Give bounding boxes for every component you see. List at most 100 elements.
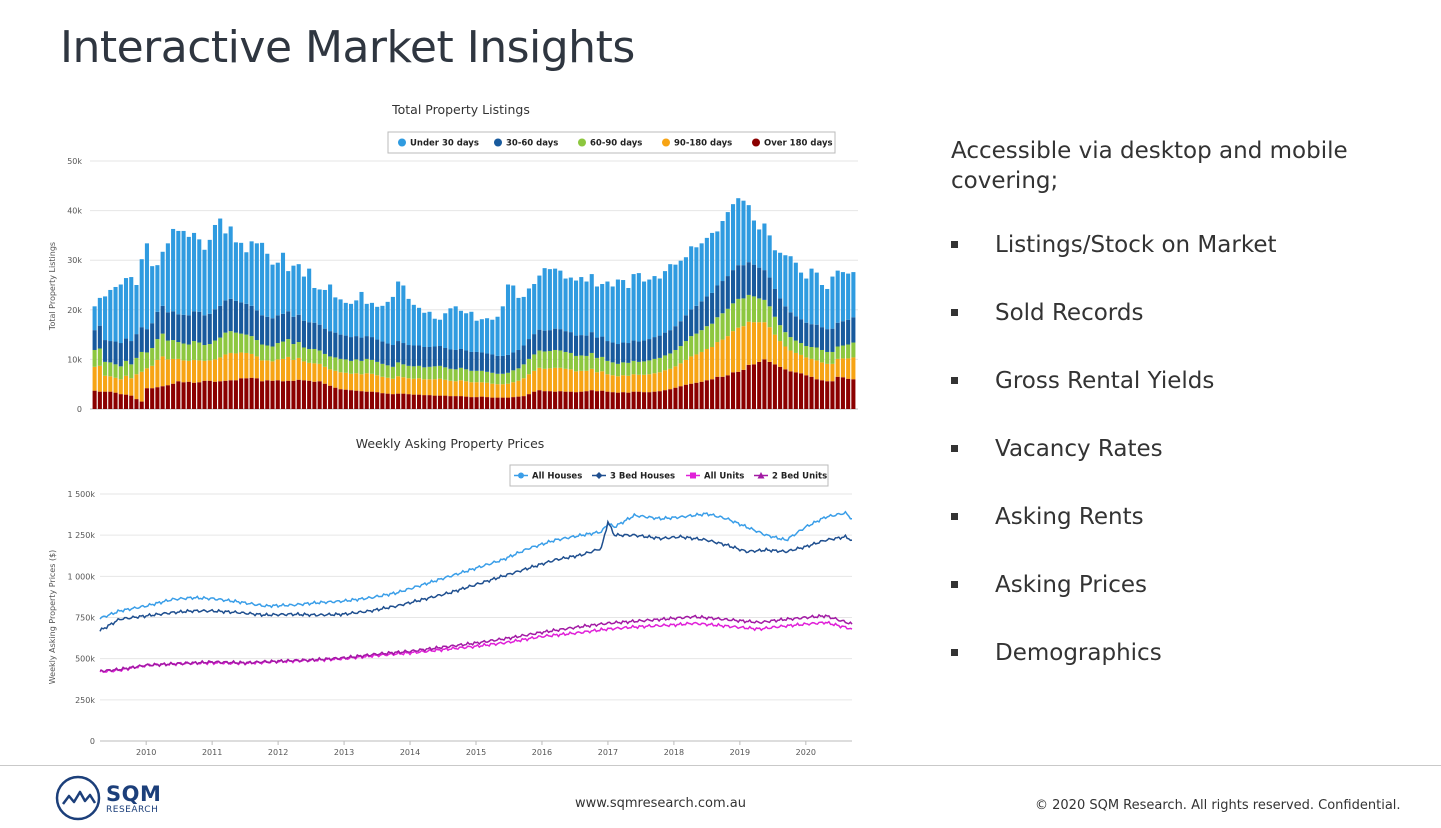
listings-bar[interactable] [354, 300, 359, 337]
listings-bar[interactable] [401, 377, 406, 394]
listings-bar[interactable] [396, 362, 401, 377]
listings-bar[interactable] [390, 345, 395, 367]
listings-bar[interactable] [280, 252, 286, 314]
listings-bar[interactable] [668, 353, 673, 369]
listings-bar[interactable] [411, 378, 416, 395]
listings-bar[interactable] [762, 270, 767, 300]
listings-bar[interactable] [348, 390, 354, 409]
listings-bar[interactable] [244, 378, 249, 409]
listings-bar[interactable] [652, 391, 657, 409]
listings-bar[interactable] [751, 322, 756, 365]
listings-bar[interactable] [233, 242, 238, 301]
listings-bar[interactable] [495, 355, 500, 374]
listings-bar[interactable] [417, 394, 422, 409]
listings-bar[interactable] [741, 298, 746, 327]
listings-bar[interactable] [537, 367, 542, 391]
listings-bar[interactable] [751, 296, 756, 323]
listings-bar[interactable] [710, 379, 715, 409]
listings-bar[interactable] [192, 311, 197, 342]
listings-bar[interactable] [568, 277, 573, 333]
listings-bar[interactable] [751, 220, 756, 265]
listings-bar[interactable] [448, 349, 453, 369]
listings-bar[interactable] [150, 323, 155, 348]
listings-bar[interactable] [113, 364, 118, 378]
listings-bar[interactable] [364, 391, 369, 409]
listings-bar[interactable] [626, 343, 631, 363]
listings-bar[interactable] [699, 381, 704, 409]
website-link[interactable]: www.sqmresearch.com.au [575, 796, 746, 811]
listings-bar[interactable] [479, 319, 484, 353]
listings-bar[interactable] [469, 311, 474, 352]
listings-bar[interactable] [181, 314, 186, 344]
listings-bar[interactable] [385, 377, 390, 394]
listings-bar[interactable] [511, 397, 516, 409]
listings-bar[interactable] [715, 317, 720, 343]
listings-bar[interactable] [662, 271, 668, 333]
listings-bar[interactable] [301, 320, 306, 348]
listings-bar[interactable] [725, 308, 730, 337]
listings-bar[interactable] [469, 370, 474, 383]
listings-bar[interactable] [804, 278, 809, 323]
listings-bar[interactable] [485, 397, 490, 409]
listings-bar[interactable] [103, 375, 108, 392]
listings-bar[interactable] [92, 306, 97, 331]
listings-bar[interactable] [317, 381, 322, 409]
listings-bar[interactable] [155, 339, 160, 360]
listings-bar[interactable] [144, 243, 149, 330]
listings-bar[interactable] [804, 346, 809, 358]
listings-bar[interactable] [312, 287, 317, 323]
listings-bar[interactable] [228, 380, 233, 409]
listings-bar[interactable] [840, 321, 845, 346]
listings-bar[interactable] [631, 340, 636, 361]
listings-bar[interactable] [181, 230, 186, 315]
listings-bar[interactable] [343, 372, 348, 390]
listings-bar[interactable] [92, 390, 97, 409]
listings-bar[interactable] [139, 351, 144, 372]
listings-bar[interactable] [108, 391, 113, 409]
listings-bar[interactable] [312, 381, 317, 409]
listings-bar[interactable] [746, 262, 751, 295]
listings-bar[interactable] [647, 392, 652, 409]
listings-bar[interactable] [275, 315, 280, 344]
listings-bar[interactable] [192, 232, 197, 312]
listings-bar[interactable] [244, 252, 249, 304]
listings-bar[interactable] [171, 358, 176, 384]
listings-bar[interactable] [469, 351, 474, 371]
listings-bar[interactable] [631, 391, 636, 409]
listings-bar[interactable] [207, 239, 212, 314]
listings-bar[interactable] [814, 272, 819, 325]
listings-bar[interactable] [574, 371, 579, 393]
listings-bar[interactable] [123, 278, 129, 339]
listings-bar[interactable] [615, 279, 620, 345]
listings-bar[interactable] [730, 372, 736, 409]
listings-bar[interactable] [621, 392, 626, 409]
listings-bar[interactable] [328, 385, 333, 409]
listings-bar[interactable] [348, 373, 354, 391]
listings-bar[interactable] [212, 340, 218, 360]
listings-bar[interactable] [485, 371, 490, 383]
listings-bar[interactable] [694, 305, 699, 334]
listings-bar[interactable] [186, 236, 191, 316]
listings-bar[interactable] [594, 372, 600, 392]
listings-bar[interactable] [846, 344, 851, 359]
listings-bar[interactable] [610, 286, 615, 343]
listings-bar[interactable] [542, 368, 547, 392]
listings-bar[interactable] [485, 318, 490, 354]
listings-bar[interactable] [751, 264, 756, 297]
listings-bar[interactable] [605, 374, 610, 392]
listings-bar[interactable] [479, 396, 484, 409]
listings-bar[interactable] [835, 346, 840, 359]
listings-bar[interactable] [265, 316, 270, 346]
listings-bar[interactable] [652, 373, 657, 392]
listings-bar[interactable] [244, 334, 249, 353]
listings-bar[interactable] [260, 360, 265, 382]
listings-bar[interactable] [375, 375, 380, 393]
listings-bar[interactable] [689, 336, 694, 357]
listings-bar[interactable] [364, 336, 369, 359]
listings-bar[interactable] [432, 395, 437, 409]
listings-bar[interactable] [594, 357, 600, 373]
listings-bar[interactable] [150, 388, 155, 409]
listings-bar[interactable] [380, 393, 385, 409]
listings-bar[interactable] [265, 380, 270, 409]
listings-bar[interactable] [307, 362, 312, 381]
